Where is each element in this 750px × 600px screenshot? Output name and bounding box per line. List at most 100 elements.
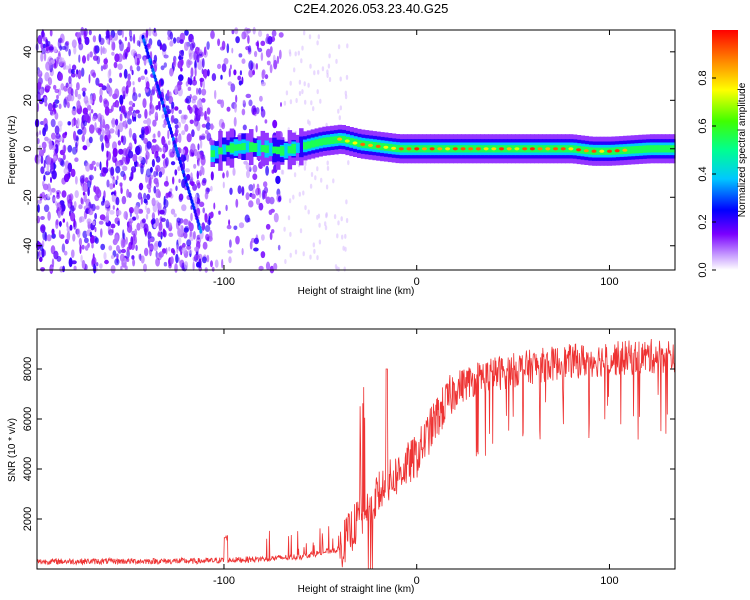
spectrogram-speckle	[82, 145, 88, 151]
spectrogram-speckle	[206, 187, 211, 193]
spectrogram-speckle	[108, 87, 113, 97]
spectrogram-speckle	[255, 125, 258, 133]
spectrogram-speckle	[174, 124, 179, 129]
spectrogram-speckle	[167, 29, 172, 37]
spectrogram-speckle	[96, 162, 100, 167]
spectrogram-speckle	[192, 231, 196, 240]
spectrogram-ridge-band	[526, 145, 532, 153]
spectrogram-speckle	[210, 185, 213, 192]
spectrogram-ridge-band	[464, 145, 470, 153]
spectrogram-speckle	[84, 245, 89, 251]
spectrogram-speckle	[80, 254, 83, 263]
spectrogram-speckle	[261, 234, 265, 241]
spectrogram-speckle	[235, 235, 240, 245]
spectrogram-hotspot	[437, 147, 443, 151]
spectrogram-speckle	[183, 231, 188, 239]
spectrogram-speckle	[332, 178, 335, 184]
spectrogram-speckle	[229, 64, 232, 70]
spectrogram-axes: -100 0 100 -40 -20 0 20 40	[22, 30, 675, 288]
spectrogram-speckle	[122, 135, 127, 146]
spectrogram-speckle	[250, 62, 253, 71]
spectrogram-speckle	[256, 40, 259, 51]
spectrogram-speckle	[96, 55, 101, 65]
spectrogram-speckle	[130, 166, 137, 173]
spectrogram-speckle	[302, 251, 305, 257]
spectrogram-speckle	[159, 147, 163, 153]
spectrogram-speckle	[93, 45, 98, 55]
spectrogram-speckle	[131, 69, 134, 76]
spectrogram-speckle	[112, 178, 116, 185]
spectrogram-speckle	[253, 111, 257, 117]
spectrogram-speckle	[150, 145, 157, 152]
spectrogram-speckle	[169, 188, 173, 193]
spectrogram-speckle	[117, 220, 120, 226]
spectrogram-speckle	[162, 146, 166, 153]
snr-ytick-label: 2000	[22, 507, 34, 531]
spectrogram-speckle	[97, 113, 102, 123]
spectrogram-speckle	[181, 247, 187, 254]
spectrogram-ridge-band	[283, 143, 289, 159]
spectrogram-speckle	[40, 166, 45, 175]
spectrogram-speckle	[54, 99, 60, 104]
spectrogram-speckle	[185, 95, 192, 104]
spectrogram-ridge-band	[318, 138, 323, 146]
spectrogram-speckle	[122, 238, 126, 248]
spectrogram-ridge-band	[272, 146, 277, 154]
spectrogram-hotspot	[537, 147, 543, 151]
spectrogram-speckle	[125, 123, 128, 129]
spectrogram-speckle	[193, 76, 196, 82]
spectrogram-speckle	[115, 160, 121, 168]
spectrogram-speckle	[242, 124, 247, 131]
colorbar-tick-label: 0.8	[697, 70, 709, 85]
spectrogram-speckle	[223, 57, 229, 65]
spectrogram-speckle	[119, 72, 122, 78]
spectrogram-speckle	[174, 85, 178, 95]
spectrogram-hotspot	[383, 145, 389, 149]
spectrogram-speckle	[146, 140, 152, 150]
spectrogram-xtick-label: 100	[600, 276, 618, 288]
spectrogram-ridge-band	[233, 144, 239, 151]
spectrogram-hotspot	[375, 144, 381, 148]
spectrogram-speckle	[339, 105, 342, 111]
spectrogram-speckle	[140, 133, 145, 141]
spectrogram-speckle	[298, 91, 302, 96]
spectrogram-ridge-band	[333, 136, 339, 144]
spectrogram-speckle	[104, 259, 109, 265]
spectrogram-speckle	[260, 108, 266, 118]
spectrogram-speckle	[92, 92, 96, 102]
spectrogram-speckle	[189, 43, 195, 51]
snr-frame	[36, 328, 676, 570]
spectrogram-speckle	[273, 59, 278, 70]
spectrogram-speckle	[183, 218, 189, 225]
spectrogram-speckle	[132, 112, 137, 117]
spectrogram-speckle	[36, 138, 40, 145]
snr-series-line	[36, 338, 676, 570]
spectrogram-speckle	[119, 94, 124, 105]
spectrogram-speckle	[128, 106, 134, 112]
spectrogram-speckle	[45, 61, 51, 71]
spectrogram-speckle	[82, 182, 89, 193]
spectrogram-speckle	[142, 98, 147, 109]
spectrogram-speckle	[211, 73, 217, 82]
spectrogram-speckle	[316, 89, 319, 95]
spectrogram-speckle	[186, 133, 192, 143]
spectrogram-speckle	[265, 48, 272, 58]
spectrogram-speckle	[157, 232, 162, 237]
spectrogram-speckle	[221, 122, 226, 130]
spectrogram-speckle	[128, 207, 134, 214]
spectrogram-speckle	[144, 247, 149, 257]
spectrogram-speckle	[195, 254, 200, 259]
spectrogram-speckle	[47, 138, 52, 144]
spectrogram-speckle	[337, 44, 341, 50]
spectrogram-speckle	[310, 100, 313, 106]
spectrogram-xtick-label: -100	[213, 276, 235, 288]
spectrogram-speckle	[304, 161, 307, 167]
spectrogram-ridge-band	[276, 146, 281, 155]
spectrogram-speckle	[104, 200, 110, 208]
spectrogram-speckle	[88, 29, 92, 36]
spectrogram-speckle	[144, 126, 149, 136]
spectrogram-speckle	[158, 171, 163, 178]
spectrogram-speckle	[154, 152, 157, 159]
spectrogram-speckle	[82, 91, 86, 97]
spectrogram-speckle	[181, 204, 187, 212]
